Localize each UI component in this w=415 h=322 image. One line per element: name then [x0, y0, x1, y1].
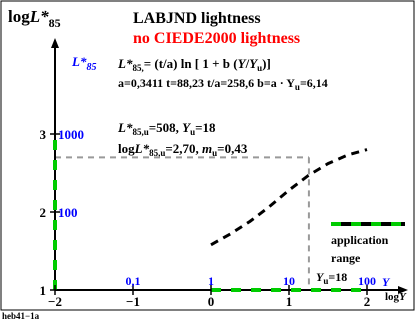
- y-tick-lin-label-0: 1000: [58, 127, 84, 142]
- x-lin-label-2: 10: [283, 274, 295, 288]
- svg-text:logL*85: logL*85: [8, 7, 61, 30]
- x-lin-label-3: 100: [358, 274, 376, 288]
- y-axis-arrowhead: [51, 38, 59, 48]
- diagram-title: LABJND lightness: [133, 10, 261, 27]
- lightness-curve: [210, 148, 368, 247]
- y-tick-log-label-0: 3: [40, 127, 47, 142]
- x-axis-arrowhead: [398, 286, 408, 294]
- inner-y-axis-label: L*85: [71, 54, 96, 73]
- formula-block: L*85,= (t/a) ln [ 1 + b (Y/Yu)] a=0,3411…: [117, 56, 328, 158]
- svg-text:logL*85,u=2,70, mu=0,43: logL*85,u=2,70, mu=0,43: [118, 141, 248, 158]
- x-tick-label-3: 1: [286, 294, 293, 309]
- x-tick-label-4: 2: [364, 294, 371, 309]
- svg-text:a=0,3411 t=88,23 t/a=258,6: a=0,3411 t=88,23 t/a=258,6 b=a · Yu=6,14: [118, 76, 328, 92]
- x-tick-label-2: 0: [208, 294, 215, 309]
- svg-text:L*85,= (t/a) ln [ 1 + b (Y/Yu): L*85,= (t/a) ln [ 1 + b (Y/Yu)]: [117, 56, 271, 73]
- x-tick-label-1: −1: [126, 294, 140, 309]
- x-lin-label-0: 0,1: [126, 274, 141, 288]
- x-lin-label-1: 1: [208, 274, 214, 288]
- legend-label-line1: application: [331, 233, 389, 247]
- x-tick-label-0: −2: [48, 294, 62, 309]
- x-axis-lin-symbol: Y: [382, 275, 391, 289]
- application-range-legend: application range: [331, 222, 405, 265]
- y-tick-log-label-1: 2: [40, 205, 47, 220]
- plot-area: −2 −1 0 1 2 0,1 1 10 100 3 1000 2 100 1: [40, 38, 408, 309]
- yu-reference-label: Yu=18: [316, 270, 347, 286]
- y-axis-title: logL*85: [8, 7, 61, 30]
- y-tick-lin-label-1: 100: [58, 205, 78, 220]
- diagram-subtitle: no CIEDE2000 lightness: [133, 30, 300, 47]
- svg-text:L*85,u=508, Yu=18: L*85,u=508, Yu=18: [117, 120, 216, 137]
- legend-label-line2: range: [331, 251, 361, 265]
- y-tick-log-label-2: 1: [40, 283, 47, 298]
- footer-code: heb41−1a: [2, 311, 40, 321]
- x-axis-title: logY: [385, 291, 407, 303]
